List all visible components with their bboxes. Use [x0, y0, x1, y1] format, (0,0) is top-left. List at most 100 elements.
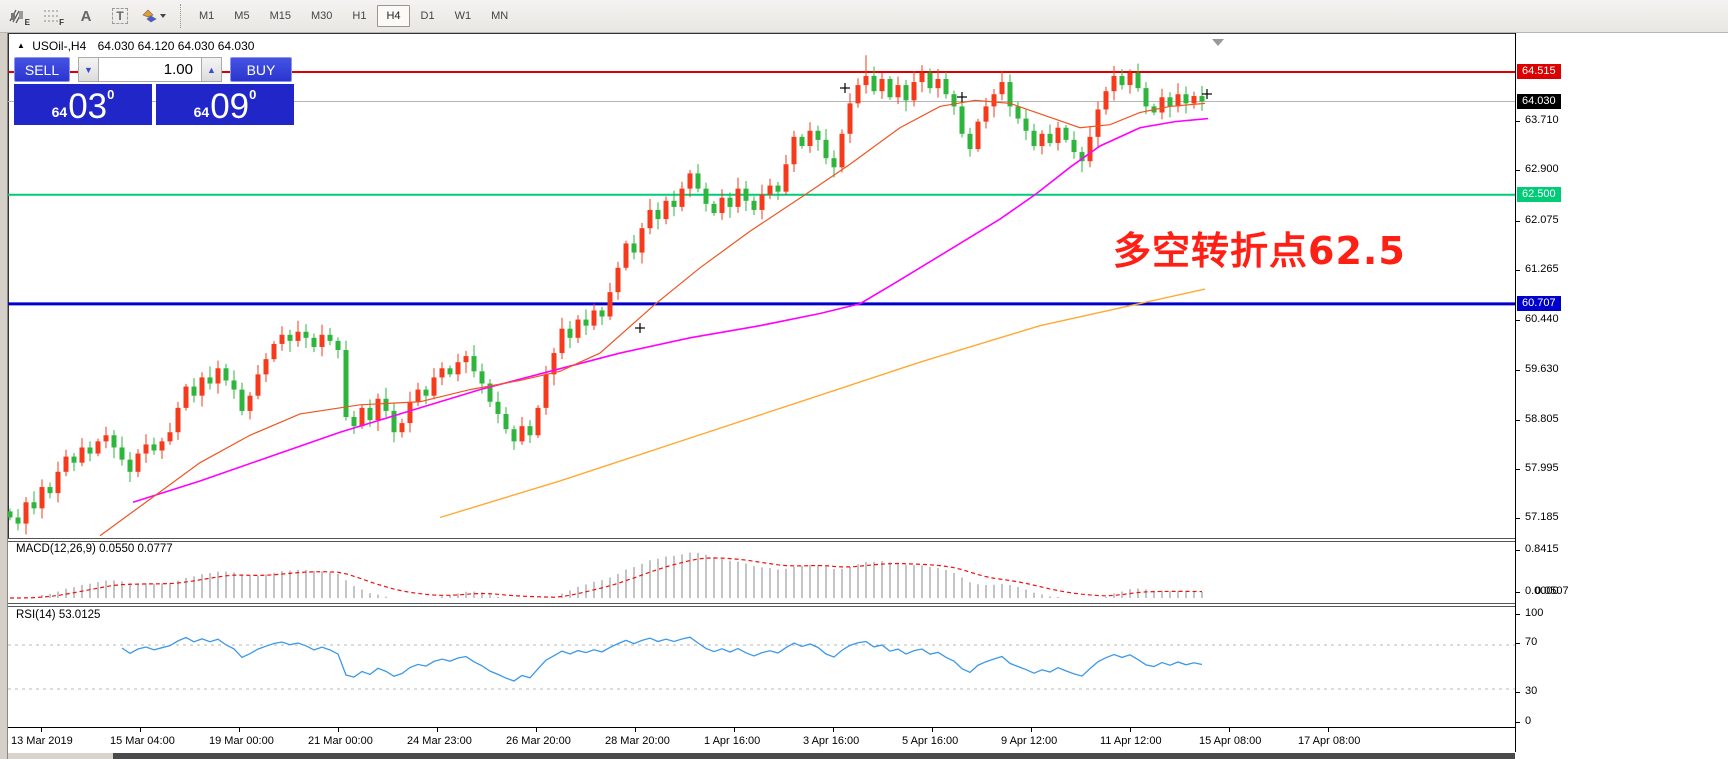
timeframe-button-w1[interactable]: W1 — [454, 10, 472, 22]
sell-button[interactable]: SELL — [14, 57, 70, 82]
timeframe-button-m5[interactable]: M5 — [234, 10, 250, 22]
price-axis-label: 100 — [1525, 607, 1544, 619]
candle — [1071, 139, 1077, 153]
candle — [447, 368, 453, 375]
volume-input[interactable] — [99, 57, 201, 82]
indicators-icon[interactable]: E — [2, 3, 34, 29]
horizontal-scrollbar[interactable] — [8, 753, 1515, 759]
candle — [1015, 106, 1021, 119]
scrollbar-thumb[interactable] — [113, 753, 1515, 759]
candle — [487, 383, 493, 402]
timeframe-button-m30[interactable]: M30 — [310, 10, 333, 22]
text-box-icon[interactable]: T — [104, 3, 136, 29]
candle — [871, 75, 877, 92]
candle — [8, 511, 13, 518]
plot-stack — [8, 33, 1515, 538]
chart-title: ▲ USOil-,H4 64.030 64.120 64.030 64.030 — [17, 39, 254, 53]
candle — [975, 121, 981, 150]
candle — [1119, 75, 1125, 86]
timeframe-button-mn[interactable]: MN — [491, 10, 509, 22]
candle — [439, 368, 445, 378]
candle — [199, 377, 205, 396]
candle — [319, 334, 325, 347]
timeframe-button-h1[interactable]: H1 — [352, 10, 367, 22]
price-axis-label: 70 — [1525, 636, 1538, 648]
time-axis-label: 15 Mar 04:00 — [110, 735, 175, 747]
macd-label: MACD(12,26,9) 0.0550 0.0777 — [16, 543, 173, 555]
time-axis-label: 11 Apr 12:00 — [1100, 735, 1162, 747]
candle — [967, 133, 973, 150]
candle — [327, 334, 333, 341]
time-axis-label: 15 Apr 08:00 — [1199, 735, 1262, 747]
candle — [399, 423, 405, 433]
candle — [255, 374, 261, 396]
time-axis-label: 26 Mar 20:00 — [506, 735, 571, 747]
price-axis-label: 61.265 — [1525, 262, 1559, 275]
time-axis-label: 9 Apr 12:00 — [1001, 735, 1058, 747]
collapse-triangle-icon[interactable]: ▲ — [17, 41, 25, 50]
candle — [295, 331, 301, 341]
candle — [919, 72, 925, 83]
candle — [607, 292, 613, 317]
timeframe-button-d1[interactable]: D1 — [420, 10, 435, 22]
candle — [895, 85, 901, 98]
time-axis-label: 17 Apr 08:00 — [1298, 735, 1361, 747]
candle — [759, 194, 765, 210]
candle — [351, 417, 357, 427]
candle — [135, 453, 141, 472]
timeframe-buttons: M1 M5 M15 M30 H1 H4 D1 W1 MN — [189, 5, 518, 27]
time-axis-label: 1 Apr 16:00 — [704, 735, 761, 747]
volume-increase-button[interactable]: ▲ — [201, 57, 222, 82]
candle — [783, 164, 789, 192]
time-axis-label: 28 Mar 20:00 — [605, 735, 670, 747]
candle — [55, 471, 61, 494]
candle — [1175, 94, 1181, 107]
candle — [583, 319, 589, 326]
candle — [303, 331, 309, 338]
candle — [1143, 88, 1149, 107]
panel-separator-1[interactable] — [8, 538, 1728, 542]
macd-panel-canvas[interactable] — [8, 542, 1515, 603]
candle — [103, 435, 109, 442]
timeframe-button-h4[interactable]: H4 — [377, 5, 410, 27]
candle — [951, 94, 957, 107]
candle — [1111, 75, 1117, 92]
timeframe-button-m15[interactable]: M15 — [269, 10, 291, 22]
candle — [799, 136, 805, 146]
candle — [1063, 127, 1069, 140]
candle — [343, 350, 349, 418]
rsi-panel-canvas[interactable] — [8, 607, 1515, 727]
candle — [855, 85, 861, 104]
candle — [143, 444, 149, 454]
candle — [599, 310, 605, 317]
candle — [991, 94, 997, 107]
buy-button[interactable]: BUY — [230, 57, 292, 82]
candle — [311, 337, 317, 347]
candle — [711, 203, 717, 213]
candle — [1039, 133, 1045, 146]
timeframe-button-m1[interactable]: M1 — [199, 10, 215, 22]
candle — [1167, 97, 1173, 107]
price-axis[interactable]: 63.710 62.900 62.075 61.265 60.440 59.630 58.8… — [1515, 33, 1728, 752]
candle — [559, 328, 565, 354]
sell-price-tile[interactable]: 64 03 0 — [14, 84, 152, 125]
candle — [567, 328, 573, 338]
candle — [511, 429, 517, 442]
volume-decrease-button[interactable]: ▼ — [78, 57, 99, 82]
top-toolbar: E F A T M1 M5 M15 M30 H1 H4 D1 W1 MN — [0, 0, 1728, 33]
candle — [167, 432, 173, 442]
time-axis-label: 24 Mar 23:00 — [407, 735, 472, 747]
grid-icon[interactable]: F — [44, 10, 64, 27]
price-axis-label: 59.630 — [1525, 362, 1559, 375]
objects-arrows-icon[interactable] — [138, 3, 170, 29]
candle — [23, 502, 29, 524]
candle — [1007, 82, 1013, 107]
panel-separator-2[interactable] — [8, 603, 1728, 607]
buy-price-tile[interactable]: 64 09 0 — [156, 84, 294, 125]
price-chart-canvas[interactable] — [8, 33, 1515, 538]
candle — [207, 377, 213, 384]
time-axis[interactable]: 13 Mar 2019 15 Mar 04:00 19 Mar 00:00 21 Ma… — [8, 727, 1515, 753]
price-badge-62.500: 62.500 — [1517, 186, 1561, 202]
candle — [1031, 130, 1037, 146]
text-label-icon[interactable]: A — [80, 7, 92, 25]
